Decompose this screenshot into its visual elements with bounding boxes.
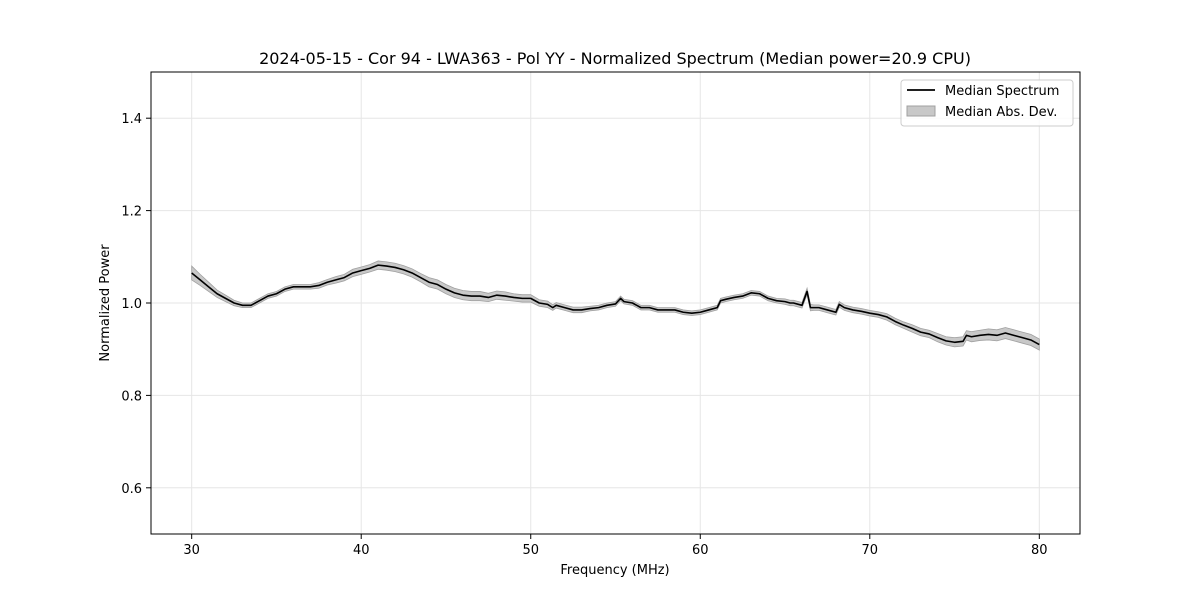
legend-entry-median-abs-dev: Median Abs. Dev. [945, 105, 1057, 120]
y-tick-label: 0.8 [121, 389, 142, 404]
legend-box [900, 79, 1074, 127]
x-tick-label: 70 [862, 543, 879, 558]
legend: Median Spectrum Median Abs. Dev. [900, 79, 1074, 127]
y-axis-ticks: 0.6 0.8 1.0 1.2 1.4 [121, 112, 151, 497]
x-tick-label: 40 [353, 543, 370, 558]
y-tick-label: 1.0 [121, 297, 142, 312]
legend-entry-median-spectrum: Median Spectrum [945, 84, 1059, 99]
median-spectrum-line [191, 264, 1040, 346]
x-axis-label: Frequency (MHz) [560, 563, 669, 578]
chart-title: 2024-05-15 - Cor 94 - LWA363 - Pol YY - … [259, 49, 971, 68]
median-abs-dev-band [191, 260, 1040, 351]
y-tick-label: 0.6 [121, 482, 142, 497]
median-line-group [191, 264, 1040, 346]
mad-band-group [191, 260, 1040, 351]
y-axis-label: Normalized Power [98, 244, 113, 362]
x-tick-label: 30 [183, 543, 200, 558]
x-tick-label: 60 [692, 543, 709, 558]
legend-band-swatch [906, 105, 936, 117]
y-tick-label: 1.4 [121, 112, 142, 127]
y-tick-label: 1.2 [121, 205, 142, 220]
x-tick-label: 80 [1031, 543, 1048, 558]
x-axis-ticks: 30 40 50 60 70 80 [183, 534, 1048, 558]
x-tick-label: 50 [522, 543, 539, 558]
